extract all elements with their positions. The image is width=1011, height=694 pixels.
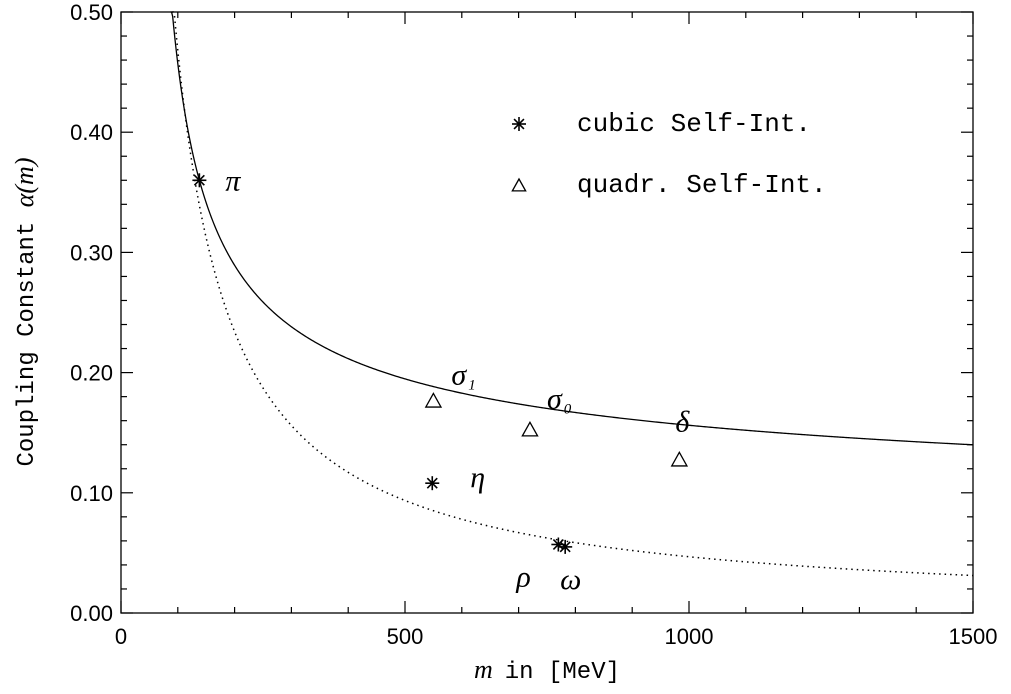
fit-curves: [170, 11, 974, 577]
legend-triangle-glyph: [511, 177, 527, 192]
triangle-marker: [670, 451, 689, 467]
asterisk-marker: [425, 476, 440, 491]
y-axis-title: Coupling Constant α(m): [10, 158, 41, 467]
x-tick-label: 1500: [949, 624, 998, 649]
legend-label-cubic: cubic Self-Int.: [577, 109, 811, 139]
point-label: ω: [560, 563, 581, 596]
y-tick-label: 0.20: [70, 361, 113, 386]
dotted-fit-curve: [172, 11, 974, 577]
x-tick-label: 0: [115, 624, 127, 649]
data-markers: [192, 173, 689, 554]
asterisk-stroke: [193, 174, 205, 186]
triangle-marker: [521, 420, 539, 437]
point-labels: π η ρ ω σ 1 σ 0 δ: [225, 164, 690, 596]
x-axis-title: m in [MeV]: [474, 655, 620, 686]
asterisk-stroke: [559, 541, 571, 553]
asterisk-stroke: [513, 118, 525, 130]
point-label: δ: [675, 405, 690, 438]
asterisk-marker: [558, 539, 573, 554]
y-axis-title-symbol: α(m): [10, 158, 39, 208]
x-axis-title-symbol: m: [474, 655, 493, 684]
legend-label-quadr: quadr. Self-Int.: [577, 170, 827, 200]
y-tick-label: 0.50: [70, 0, 113, 25]
legend-triangle-marker: [511, 177, 527, 192]
point-label-subscript: 0: [564, 401, 572, 417]
solid-fit-curve: [170, 11, 973, 446]
triangle-marker: [424, 392, 443, 408]
x-tick-label: 1000: [665, 624, 714, 649]
point-label: π: [225, 164, 241, 197]
axis-ticks: [120, 11, 974, 614]
legend: cubic Self-Int. quadr. Self-Int.: [511, 109, 827, 200]
legend-asterisk-marker: [512, 117, 526, 131]
point-label-subscript: 1: [468, 377, 476, 393]
asterisk-stroke: [552, 538, 564, 551]
x-tick-label: 500: [387, 624, 424, 649]
y-tick-label: 0.40: [70, 120, 113, 145]
asterisk-marker: [192, 173, 207, 188]
asterisk-stroke: [426, 477, 438, 489]
y-tick-label: 0.30: [70, 240, 113, 265]
plot-frame: [120, 11, 974, 614]
point-label: η: [470, 461, 485, 494]
tick-labels: 0 500 1000 1500 0.00 0.10 0.20 0.30 0.40 0.50: [70, 0, 997, 649]
point-label: ρ: [515, 560, 530, 593]
y-tick-label: 0.10: [70, 481, 113, 506]
x-axis-title-unit: in [MeV]: [505, 659, 620, 686]
y-axis-title-text: Coupling Constant: [14, 207, 41, 466]
legend-asterisk-glyph: [512, 117, 526, 131]
y-tick-label: 0.00: [70, 601, 113, 626]
